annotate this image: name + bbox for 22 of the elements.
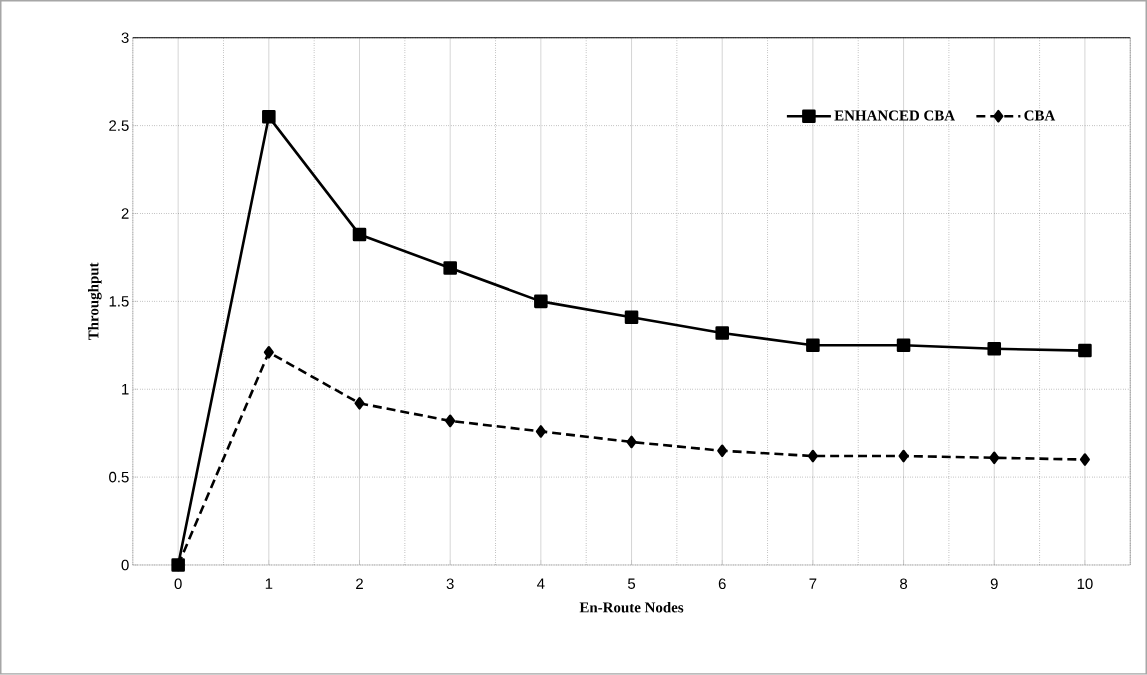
legend-label: CBA (1024, 110, 1056, 121)
legend-label: ENHANCED CBA (834, 110, 955, 121)
x-tick-label: 6 (718, 578, 726, 590)
y-tick-label: 2.5 (109, 120, 129, 132)
y-axis-title: Throughput (88, 262, 102, 341)
x-tick-label: 5 (627, 578, 636, 590)
x-tick-label: 0 (174, 578, 182, 590)
x-axis-title: En-Route Nodes (579, 602, 684, 613)
x-tick-label: 7 (809, 578, 817, 589)
y-tick-label: 3 (121, 32, 129, 44)
x-tick-label: 10 (1077, 578, 1093, 590)
x-tick-label: 8 (900, 578, 908, 590)
x-tick-label: 4 (537, 578, 545, 589)
y-tick-label: 0 (121, 559, 129, 571)
y-tick-label: 1.5 (109, 296, 129, 307)
x-tick-label: 2 (356, 578, 363, 590)
x-tick-label: 9 (990, 578, 998, 590)
x-tick-label: 1 (265, 578, 273, 589)
x-tick-label: 3 (446, 578, 454, 590)
y-tick-label: 0.5 (109, 471, 129, 483)
y-tick-label: 2 (121, 208, 129, 219)
y-tick-label: 1 (122, 384, 129, 395)
